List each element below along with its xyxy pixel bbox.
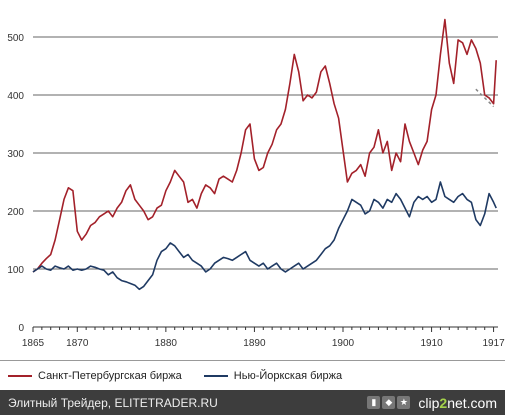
legend-label-ny: Нью-Йоркская биржа [233,369,343,382]
y-tick-label: 200 [7,207,24,218]
y-tick-label: 300 [7,149,24,160]
y-tick-label: 100 [7,265,24,276]
y-tick-label: 0 [18,323,24,334]
series-line-spb [32,18,497,273]
chart-icon: ▮ [367,396,381,409]
legend: Санкт-Петербургская биржа Нью-Йоркская б… [0,360,505,390]
legend-item-spb: Санкт-Петербургская биржа [8,370,182,382]
share-icon: ◆ [382,396,396,409]
x-tick-label: 1865 [22,338,45,349]
footer-bar: Элитный Трейдер, ELITETRADER.RU ▮ ◆ ★ cl… [0,390,505,415]
x-tick-label: 1890 [243,338,266,349]
x-tick-label: 1900 [332,338,355,349]
brand-two: 2 [439,394,448,411]
y-tick-label: 500 [7,33,24,44]
brand-logo[interactable]: ▮ ◆ ★ clip 2 net.com [367,395,497,411]
legend-swatch-ny [203,374,228,377]
dashed-trend-line [475,88,495,108]
star-icon: ★ [397,396,411,409]
brand-suffix: net.com [447,394,497,411]
brand-icons: ▮ ◆ ★ [367,396,412,409]
series-lines [32,18,497,291]
x-tick-label: 1870 [66,338,89,349]
line-chart: 0 100 200 300 400 500 1865 1870 1880 1890 1900 1910… [7,18,505,349]
x-tick-label: 1917 [482,338,505,349]
brand-prefix: clip [418,394,440,411]
footer-caption: Элитный Трейдер, ELITETRADER.RU [8,395,218,410]
series-line-ny [32,181,497,291]
tick-labels: 0 100 200 300 400 500 1865 1870 1880 1890 1900 1910… [7,33,505,349]
x-tick-label: 1910 [420,338,443,349]
grid-lines [33,36,498,270]
legend-item-ny: Нью-Йоркская биржа [203,369,343,382]
legend-label-spb: Санкт-Петербургская биржа [38,369,182,382]
x-tick-label: 1880 [155,338,178,349]
legend-swatch-spb [8,374,32,377]
y-tick-label: 400 [7,91,24,102]
axes [32,326,498,332]
